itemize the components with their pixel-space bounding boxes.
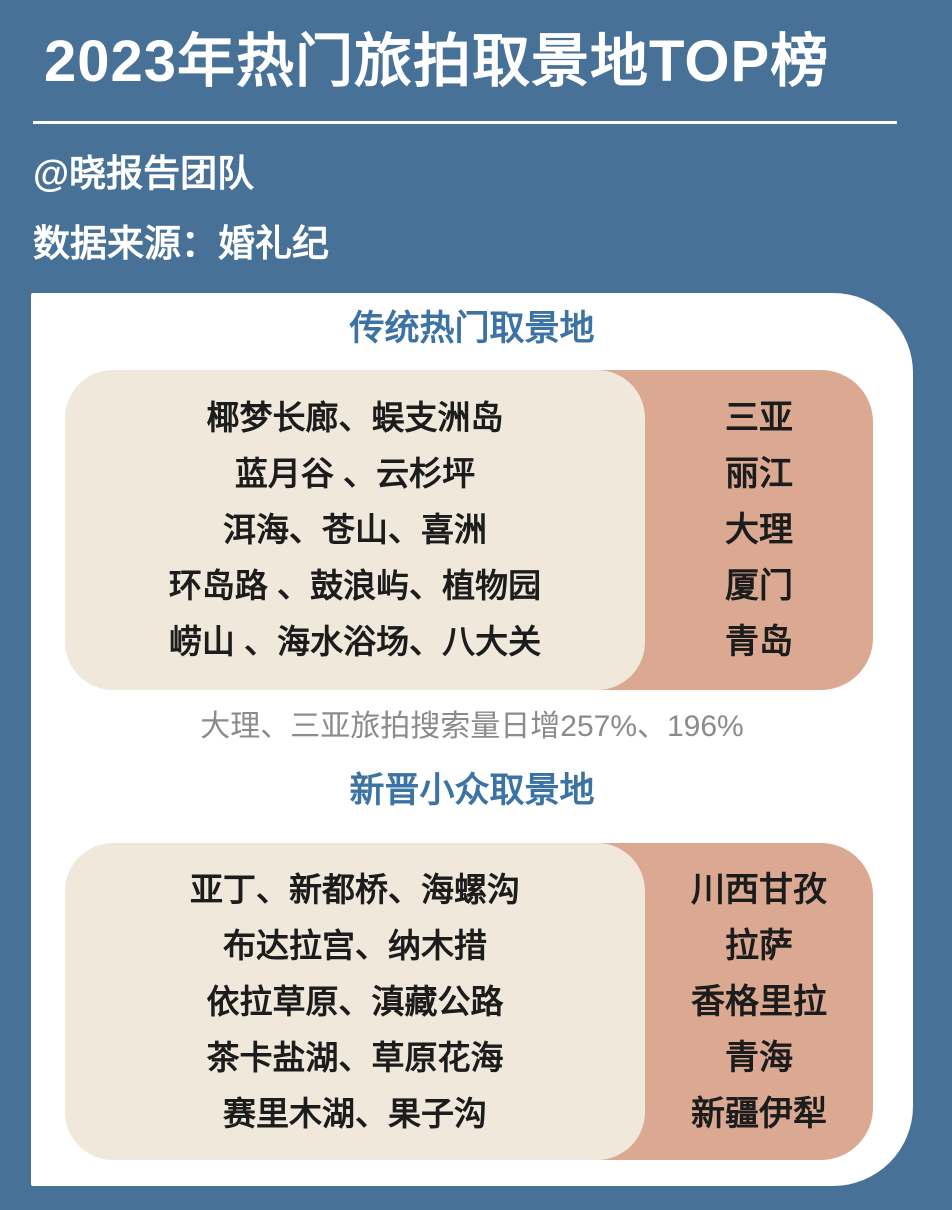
city-label: 香格里拉 bbox=[691, 982, 827, 1021]
city-label: 三亚 bbox=[725, 399, 793, 437]
city-label: 丽江 bbox=[725, 455, 793, 493]
spot-row: 依拉草原、滇藏公路 bbox=[206, 982, 504, 1020]
page-title: 2023年热门旅拍取景地TOP榜 bbox=[44, 29, 830, 94]
city-column: 三亚 丽江 大理 厦门 青岛 bbox=[645, 370, 873, 690]
spot-row: 亚丁、新都桥、海螺沟 bbox=[190, 870, 520, 908]
city-column: 川西甘孜 拉萨 香格里拉 青海 新疆伊犁 bbox=[645, 843, 873, 1160]
city-label: 川西甘孜 bbox=[691, 870, 827, 909]
section-title-traditional: 传统热门取景地 bbox=[349, 309, 595, 348]
spot-row: 蓝月谷 、云杉坪 bbox=[234, 455, 476, 492]
spots-panel: 椰梦长廊、蜈支洲岛 蓝月谷 、云杉坪 洱海、苍山、喜洲 环岛路 、鼓浪屿、植物园… bbox=[65, 370, 645, 690]
city-label: 大理 bbox=[725, 511, 793, 549]
spot-row: 崂山 、海水浴场、八大关 bbox=[168, 623, 542, 660]
spot-row: 茶卡盐湖、草原花海 bbox=[206, 1038, 504, 1076]
stat-note: 大理、三亚旅拍搜索量日增257%、196% bbox=[200, 710, 744, 743]
title-divider bbox=[33, 121, 897, 124]
traditional-panel-group: 三亚 丽江 大理 厦门 青岛 椰梦长廊、蜈支洲岛 蓝月谷 、云杉坪 洱海、苍山、… bbox=[65, 370, 877, 690]
spot-row: 环岛路 、鼓浪屿、植物园 bbox=[168, 567, 542, 604]
city-label: 新疆伊犁 bbox=[691, 1094, 827, 1133]
city-label: 青岛 bbox=[725, 623, 793, 661]
city-label: 青海 bbox=[725, 1038, 793, 1077]
spot-row: 洱海、苍山、喜洲 bbox=[223, 511, 487, 548]
city-label: 拉萨 bbox=[725, 926, 793, 965]
city-label: 厦门 bbox=[725, 567, 793, 605]
niche-panel-group: 川西甘孜 拉萨 香格里拉 青海 新疆伊犁 亚丁、新都桥、海螺沟 布达拉宫、纳木措… bbox=[65, 843, 877, 1160]
author-credit: @晓报告团队 bbox=[33, 153, 255, 194]
spots-panel: 亚丁、新都桥、海螺沟 布达拉宫、纳木措 依拉草原、滇藏公路 茶卡盐湖、草原花海 … bbox=[65, 843, 645, 1160]
content-card: 传统热门取景地 三亚 丽江 大理 厦门 青岛 椰梦长廊、蜈支洲岛 蓝月谷 、云杉… bbox=[31, 293, 913, 1186]
spot-row: 赛里木湖、果子沟 bbox=[223, 1094, 487, 1132]
spot-row: 布达拉宫、纳木措 bbox=[223, 926, 487, 964]
section-title-niche: 新晋小众取景地 bbox=[349, 771, 595, 810]
spot-row: 椰梦长廊、蜈支洲岛 bbox=[206, 399, 504, 436]
data-source: 数据来源：婚礼纪 bbox=[33, 223, 329, 264]
